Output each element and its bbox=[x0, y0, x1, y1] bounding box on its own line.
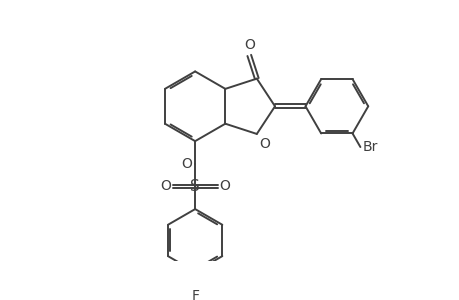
Text: O: O bbox=[243, 38, 254, 52]
Text: O: O bbox=[181, 157, 192, 171]
Text: O: O bbox=[160, 179, 170, 194]
Text: F: F bbox=[191, 289, 199, 300]
Text: O: O bbox=[219, 179, 230, 194]
Text: O: O bbox=[259, 137, 270, 152]
Text: S: S bbox=[190, 179, 200, 194]
Text: Br: Br bbox=[361, 140, 377, 154]
